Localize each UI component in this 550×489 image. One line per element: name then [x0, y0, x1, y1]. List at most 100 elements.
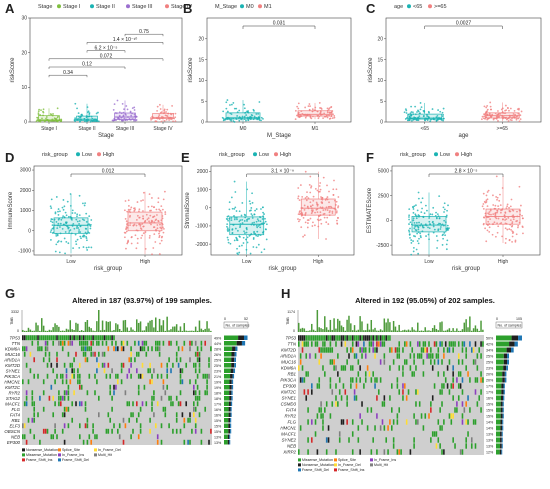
tmb-bar	[359, 316, 360, 332]
p-value: 0.12	[82, 62, 92, 68]
tmb-bar	[187, 331, 189, 332]
panel-D: Drisk_group Low High-10000100020003000Immu…	[5, 150, 182, 272]
data-point	[127, 109, 129, 111]
mutation-cell	[393, 443, 395, 448]
data-point	[297, 218, 299, 220]
data-point	[314, 107, 316, 109]
mutation-legend-entry: Multi_Hit	[374, 463, 388, 467]
mutation-legend-swatch	[370, 458, 373, 461]
data-point	[62, 217, 64, 219]
data-point	[150, 224, 152, 226]
mutation-cell	[462, 359, 464, 364]
data-point	[161, 223, 163, 225]
mutation-cell	[83, 346, 85, 351]
data-point	[56, 227, 58, 229]
x-tick-label: Stage I	[41, 126, 57, 132]
data-point	[513, 113, 515, 115]
mutation-cell	[157, 346, 159, 351]
data-point	[420, 108, 422, 110]
data-point	[418, 192, 420, 194]
mutation-cell	[302, 341, 304, 346]
data-point	[416, 217, 418, 219]
data-point	[250, 209, 252, 211]
data-point	[50, 218, 52, 220]
mutation-cell	[452, 383, 454, 388]
data-point	[410, 239, 412, 241]
mutation-cell	[68, 390, 70, 395]
y-tick-label: 0	[380, 120, 383, 126]
tmb-bar	[87, 320, 89, 332]
gene-percent: 15%	[214, 424, 222, 428]
data-point	[80, 225, 82, 227]
mutation-cell	[359, 377, 361, 382]
data-point	[139, 217, 141, 219]
tmb-bar	[387, 319, 388, 332]
tmb-bar	[337, 319, 338, 332]
sample-count-bar	[496, 408, 501, 413]
mutation-cell	[374, 335, 376, 340]
y-tick-label: -1000	[195, 224, 208, 230]
mutation-cell	[62, 379, 64, 384]
data-point	[236, 252, 238, 254]
mutation-cell	[32, 341, 34, 346]
y-tick-label: 0	[386, 218, 389, 224]
bar-axis-min: 0	[496, 317, 498, 321]
mutation-cell	[68, 385, 70, 390]
data-point	[162, 209, 164, 211]
data-point	[411, 120, 413, 122]
data-point	[425, 205, 427, 207]
mutation-cell	[384, 335, 386, 340]
mutation-cell	[140, 423, 142, 428]
mutation-legend-entry: Nonsense_Mutation	[302, 463, 334, 467]
mutation-cell	[199, 357, 201, 362]
mutation-cell	[210, 429, 212, 434]
data-point	[508, 120, 510, 122]
mutation-cell	[60, 401, 62, 406]
data-point	[62, 228, 64, 230]
sample-count-bar	[502, 378, 505, 383]
tmb-bar	[389, 322, 390, 332]
mutation-cell	[117, 374, 119, 379]
mutation-cell	[441, 401, 443, 406]
data-point	[63, 224, 65, 226]
sample-count-bar	[500, 432, 502, 437]
sample-count-bar	[229, 396, 231, 401]
data-point	[512, 221, 514, 223]
tmb-bar	[460, 331, 461, 332]
x-tick-label: <65	[421, 126, 430, 132]
tmb-bar	[170, 329, 172, 332]
mutation-cell	[115, 341, 117, 346]
tmb-bar	[480, 321, 481, 332]
mutation-cell	[159, 346, 161, 351]
data-point	[483, 193, 485, 195]
tmb-bar	[320, 328, 321, 332]
mutation-cell	[475, 341, 477, 346]
mutation-cell	[298, 365, 300, 370]
data-point	[156, 110, 158, 112]
mutation-cell	[157, 341, 159, 346]
mutation-cell	[197, 396, 199, 401]
data-point	[227, 111, 229, 113]
mutation-cell	[30, 335, 32, 340]
mutation-cell	[142, 346, 144, 351]
mutation-cell	[79, 374, 81, 379]
data-point	[121, 112, 123, 114]
tmb-bar	[144, 330, 146, 332]
gene-label: HMCN1	[4, 379, 20, 384]
mutation-cell	[320, 401, 322, 406]
data-point	[241, 245, 243, 247]
data-point	[72, 247, 74, 249]
mutation-cell	[204, 407, 206, 412]
data-point	[225, 118, 227, 120]
mutation-cell	[467, 431, 469, 436]
mutation-cell	[79, 341, 81, 346]
mutation-cell	[330, 347, 332, 352]
data-point	[508, 210, 510, 212]
data-point	[511, 225, 513, 227]
data-point	[498, 116, 500, 118]
tmb-bar	[168, 330, 170, 332]
data-point	[443, 220, 445, 222]
mutation-cell	[451, 341, 453, 346]
data-point	[128, 205, 130, 207]
data-point	[258, 244, 260, 246]
